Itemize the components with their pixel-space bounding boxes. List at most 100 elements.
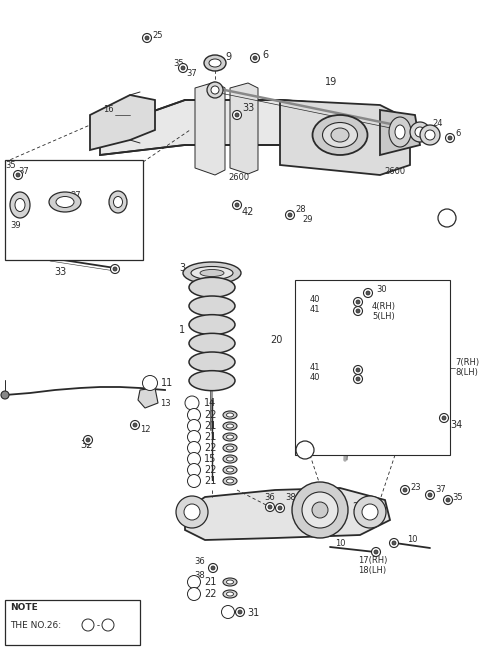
Polygon shape: [380, 110, 420, 155]
Text: 36: 36: [264, 493, 275, 501]
Text: THE NO.26:: THE NO.26:: [10, 620, 61, 630]
Circle shape: [143, 376, 157, 391]
Text: 16: 16: [103, 105, 114, 115]
Ellipse shape: [223, 590, 237, 598]
Circle shape: [143, 33, 152, 42]
Polygon shape: [138, 388, 158, 408]
Ellipse shape: [227, 435, 233, 439]
Circle shape: [82, 619, 94, 631]
Circle shape: [84, 436, 93, 445]
Ellipse shape: [312, 115, 368, 155]
Circle shape: [392, 541, 396, 545]
Text: -: -: [94, 620, 103, 630]
Text: 23: 23: [410, 482, 420, 492]
Circle shape: [145, 36, 149, 40]
Text: 21: 21: [204, 432, 216, 442]
Circle shape: [188, 419, 201, 432]
Circle shape: [445, 133, 455, 143]
Circle shape: [442, 416, 446, 420]
Text: 5: 5: [192, 411, 196, 419]
Polygon shape: [230, 83, 258, 174]
Ellipse shape: [223, 411, 237, 419]
Text: 5: 5: [192, 465, 196, 475]
Polygon shape: [335, 295, 375, 342]
Circle shape: [176, 496, 208, 528]
Circle shape: [86, 438, 90, 442]
Circle shape: [354, 496, 386, 528]
Circle shape: [444, 495, 453, 505]
Text: 35: 35: [173, 59, 184, 68]
Text: 37: 37: [435, 486, 446, 495]
Circle shape: [251, 53, 260, 62]
Circle shape: [278, 506, 282, 510]
Ellipse shape: [209, 59, 221, 67]
Circle shape: [207, 82, 223, 98]
Text: 34: 34: [450, 420, 462, 430]
Text: 39: 39: [10, 221, 21, 230]
Text: 1: 1: [179, 325, 185, 335]
Ellipse shape: [223, 578, 237, 586]
Text: 5: 5: [192, 443, 196, 452]
Circle shape: [133, 423, 137, 427]
Text: 33: 33: [242, 103, 254, 113]
Ellipse shape: [223, 422, 237, 430]
Text: 12: 12: [140, 426, 151, 434]
Text: 38: 38: [285, 493, 296, 501]
Text: 42: 42: [242, 207, 254, 217]
Text: 2: 2: [352, 502, 358, 512]
Ellipse shape: [183, 262, 241, 284]
Ellipse shape: [223, 444, 237, 452]
Text: 35: 35: [452, 493, 463, 501]
Circle shape: [420, 125, 440, 145]
Ellipse shape: [331, 128, 349, 142]
Circle shape: [425, 490, 434, 499]
Text: 3: 3: [179, 263, 185, 273]
Text: 25: 25: [152, 31, 163, 40]
Circle shape: [235, 113, 239, 117]
Circle shape: [288, 213, 292, 217]
Text: 10: 10: [335, 538, 345, 547]
Circle shape: [188, 408, 201, 421]
Circle shape: [188, 475, 201, 488]
Ellipse shape: [395, 125, 405, 139]
Text: 22: 22: [204, 443, 216, 453]
Circle shape: [374, 550, 378, 554]
Text: 4: 4: [192, 477, 196, 486]
Circle shape: [425, 130, 435, 140]
Text: 21: 21: [204, 476, 216, 486]
Text: 1: 1: [85, 620, 90, 630]
Circle shape: [356, 377, 360, 381]
Circle shape: [438, 209, 456, 227]
Circle shape: [208, 564, 217, 572]
Circle shape: [389, 538, 398, 547]
Circle shape: [110, 264, 120, 273]
Circle shape: [292, 482, 348, 538]
Circle shape: [232, 111, 241, 120]
Circle shape: [356, 309, 360, 313]
Ellipse shape: [49, 192, 81, 212]
Circle shape: [415, 127, 425, 137]
Ellipse shape: [227, 424, 233, 428]
Text: 4: 4: [192, 432, 196, 441]
Text: 38: 38: [194, 570, 205, 579]
Circle shape: [188, 430, 201, 443]
Text: 28: 28: [295, 206, 306, 214]
Text: 6: 6: [455, 130, 460, 139]
Ellipse shape: [223, 466, 237, 474]
Circle shape: [181, 66, 185, 70]
Text: 5(LH): 5(LH): [372, 311, 395, 320]
Text: 13: 13: [160, 398, 170, 408]
Circle shape: [232, 201, 241, 210]
Circle shape: [400, 486, 409, 495]
Circle shape: [366, 291, 370, 295]
Text: 31: 31: [247, 608, 259, 618]
Circle shape: [446, 498, 450, 502]
Text: 2600: 2600: [384, 167, 405, 176]
Circle shape: [188, 441, 201, 454]
Text: 14: 14: [204, 398, 216, 408]
Circle shape: [188, 464, 201, 477]
Text: 22: 22: [204, 410, 216, 420]
Circle shape: [312, 502, 328, 518]
Circle shape: [188, 575, 201, 589]
Text: 1: 1: [147, 378, 153, 387]
